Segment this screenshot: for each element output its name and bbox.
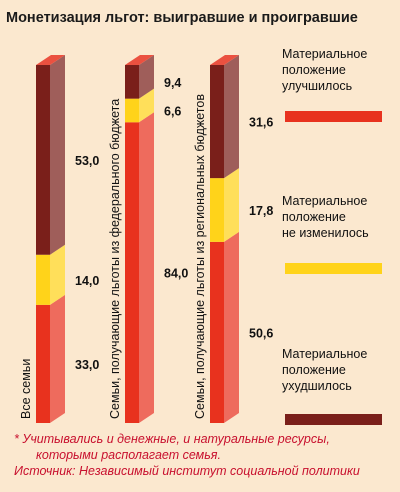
- value-label-1-3: 53,0: [75, 154, 99, 168]
- bar-3-segment-1: [210, 241, 224, 423]
- value-label-2-2: 6,6: [164, 104, 181, 118]
- bar-1-segment-2: [36, 254, 50, 305]
- category-label-3: Семьи, получающие льготы из региональных…: [193, 94, 207, 419]
- bar-3-top: [210, 55, 239, 65]
- value-label-3-2: 17,8: [249, 204, 273, 218]
- source-note: Источник: Независимый институт социально…: [14, 464, 360, 478]
- bar-2-segment-1-side: [139, 112, 154, 423]
- legend-swatch-1: [285, 111, 382, 122]
- bar-2-top: [125, 55, 154, 65]
- bar-1-segment-1-side: [50, 294, 65, 423]
- bar-1-segment-1: [36, 304, 50, 423]
- footnote-line-1: * Учитывались и денежные, и натуральные …: [14, 432, 330, 446]
- legend-label-2-line-1: Материальное: [282, 194, 367, 208]
- bar-3-segment-3: [210, 65, 224, 179]
- value-label-2-3: 9,4: [164, 76, 181, 90]
- bar-1-segment-3: [36, 65, 50, 255]
- bar-2-segment-2: [125, 98, 139, 123]
- category-label-1: Все семьи: [19, 359, 33, 419]
- legend-label-2-line-2: положение: [282, 210, 346, 224]
- bar-2-segment-3-side: [139, 55, 154, 99]
- legend-label-2-line-3: не изменилось: [282, 226, 369, 240]
- legend-label-1-line-3: улучшилось: [282, 79, 352, 93]
- bar-3-segment-2-side: [224, 168, 239, 242]
- legend-label-1-line-2: положение: [282, 63, 346, 77]
- value-label-1-2: 14,0: [75, 274, 99, 288]
- legend-swatch-2: [285, 263, 382, 274]
- bar-2-segment-2-side: [139, 88, 154, 123]
- value-label-3-1: 50,6: [249, 326, 273, 340]
- legend: Материальное положение улучшилось Материаль…: [282, 47, 382, 425]
- bar-1-segment-3-side: [50, 55, 65, 255]
- bar-2-segment-1: [125, 122, 139, 423]
- legend-label-1-line-1: Материальное: [282, 47, 367, 61]
- legend-label-3-line-1: Материальное: [282, 347, 367, 361]
- category-label-2: Семьи, получающие льготы из федерального…: [108, 99, 122, 419]
- bar-1-top: [36, 55, 65, 65]
- value-label-2-1: 84,0: [164, 267, 188, 281]
- bar-2-segment-3: [125, 65, 139, 99]
- legend-swatch-3: [285, 414, 382, 425]
- bars-layer: 33,0 14,0 53,0 Все семьи 84,0 6,6 9,4 Семьи, по…: [19, 55, 273, 423]
- bar-3-segment-1-side: [224, 231, 239, 423]
- bar-3-segment-3-side: [224, 55, 239, 179]
- value-label-3-3: 31,6: [249, 116, 273, 130]
- chart-title: Монетизация льгот: выигравшие и проиграв…: [6, 10, 358, 26]
- bar-1-segment-2-side: [50, 244, 65, 305]
- bar-3-segment-2: [210, 178, 224, 242]
- footnote-line-2: которыми располагает семья.: [36, 448, 221, 462]
- value-label-1-1: 33,0: [75, 358, 99, 372]
- legend-label-3-line-2: положение: [282, 363, 346, 377]
- legend-label-3-line-3: ухудшилось: [282, 379, 352, 393]
